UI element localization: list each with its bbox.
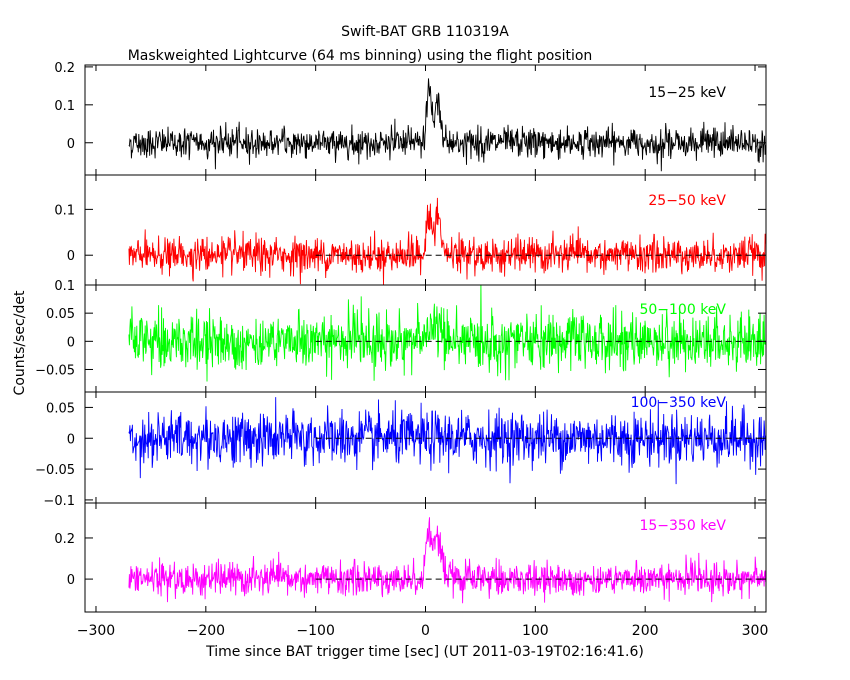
series-line-5 xyxy=(128,517,766,604)
panels-group: 0 0.1 0.2 15−25 keV 0 0.1 25−50 keV −0.05 0 0.05 0… xyxy=(35,61,767,613)
band-label: 15−350 keV xyxy=(639,518,726,534)
y-tick-label: 0.1 xyxy=(54,203,75,218)
y-tick-label: 0 xyxy=(67,335,75,350)
y-tick-label: 0.05 xyxy=(46,307,75,322)
x-tick-label: −200 xyxy=(187,623,225,639)
x-tick-label: 200 xyxy=(632,623,659,639)
x-tick-label: 0 xyxy=(421,623,430,639)
y-tick-label: −0.05 xyxy=(35,463,75,478)
band-label: 25−50 keV xyxy=(648,193,726,209)
band-label: 100−350 keV xyxy=(631,395,727,411)
panel-1: 0 0.1 0.2 15−25 keV xyxy=(54,61,767,176)
series-line-3 xyxy=(128,285,766,382)
x-tick-label: 300 xyxy=(742,623,769,639)
panel-3: −0.05 0 0.05 0.1 50−100 keV xyxy=(35,279,767,393)
chart-subtitle: Maskweighted Lightcurve (64 ms binning) … xyxy=(128,48,593,64)
y-tick-label: 0.2 xyxy=(54,61,75,76)
series-line-2 xyxy=(128,197,766,285)
series-line-4 xyxy=(128,397,766,485)
band-label: 15−25 keV xyxy=(648,85,726,101)
panel-5: 0 0.2 15−350 keV xyxy=(54,502,767,613)
y-tick-label: 0 xyxy=(67,249,75,264)
y-tick-label: 0 xyxy=(67,432,75,447)
series-line-1 xyxy=(128,78,766,172)
y-tick-label: 0.1 xyxy=(54,99,75,114)
y-tick-label: 0 xyxy=(67,573,75,588)
x-tick-label: −100 xyxy=(296,623,334,639)
x-axis-label: Time since BAT trigger time [sec] (UT 20… xyxy=(205,644,644,660)
y-tick-label: 0.05 xyxy=(46,401,75,416)
y-tick-label: −0.1 xyxy=(43,494,75,509)
panel-2: 0 0.1 25−50 keV xyxy=(54,174,767,286)
band-label: 50−100 keV xyxy=(639,302,726,318)
y-tick-label: −0.05 xyxy=(35,363,75,378)
chart-title: Swift-BAT GRB 110319A xyxy=(341,24,509,40)
x-tick-label: −300 xyxy=(77,623,115,639)
y-axis-label: Counts/sec/det xyxy=(12,290,28,395)
panel-4: −0.1 −0.05 0 0.05 100−350 keV xyxy=(35,391,767,509)
y-tick-label: 0 xyxy=(67,137,75,152)
y-tick-label: 0.1 xyxy=(54,279,75,294)
x-axis: −300 −200 −100 0 100 200 300 xyxy=(77,623,769,639)
y-tick-label: 0.2 xyxy=(54,532,75,547)
x-tick-label: 100 xyxy=(522,623,549,639)
